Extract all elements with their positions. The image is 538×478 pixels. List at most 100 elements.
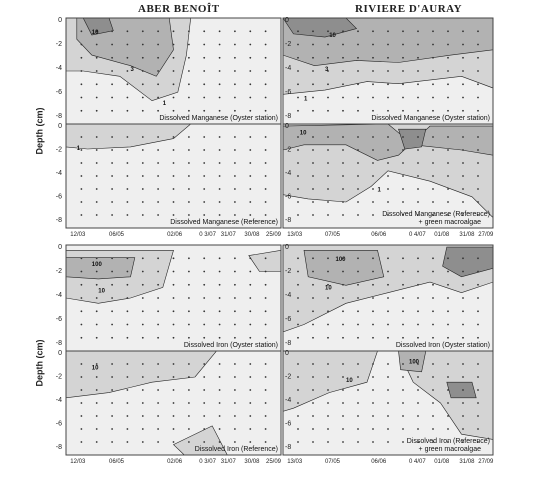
sample-point <box>80 70 83 72</box>
sample-point <box>203 428 206 430</box>
sample-point <box>264 336 267 339</box>
sample-point <box>141 363 144 365</box>
sample-point <box>234 214 236 216</box>
x-tick-label: 12/03 <box>70 232 86 238</box>
sample-point <box>126 30 129 33</box>
sample-point <box>447 43 449 46</box>
sample-point <box>141 70 144 72</box>
x-tick-label: 31/08 <box>459 232 475 238</box>
sample-point <box>432 415 434 417</box>
sample-point <box>126 441 129 443</box>
y-tick-label: 0 <box>58 350 62 357</box>
panel-annotation: Dissolved Manganese (Oyster station) <box>371 115 490 122</box>
sample-point <box>327 43 329 46</box>
sample-point <box>477 283 479 286</box>
sample-point <box>297 310 299 313</box>
contour-region <box>248 249 281 272</box>
sample-point <box>297 109 299 112</box>
sample-point <box>372 323 374 326</box>
y-tick-label: -6 <box>56 194 62 201</box>
sample-point <box>387 310 389 313</box>
contour-region <box>446 381 477 399</box>
sample-point <box>447 310 449 313</box>
sample-point <box>264 96 267 99</box>
sample-point <box>249 188 252 190</box>
sample-point <box>462 441 464 443</box>
x-tick-label: 01/08 <box>434 232 450 238</box>
y-tick-label: -6 <box>285 194 291 201</box>
sample-point <box>172 83 175 86</box>
contour-label: 10 <box>300 130 307 136</box>
sample-point <box>249 214 252 216</box>
sample-point <box>312 402 314 404</box>
sample-point <box>80 336 83 339</box>
sample-point <box>218 415 221 417</box>
sample-point <box>249 43 252 46</box>
sample-point <box>387 96 389 99</box>
sample-point <box>342 109 344 112</box>
contour-region <box>442 246 493 278</box>
sample-point <box>462 43 464 46</box>
sample-point <box>172 214 175 216</box>
sample-point <box>80 214 83 216</box>
sample-point <box>462 136 464 138</box>
sample-point <box>188 389 190 391</box>
sample-point <box>342 363 344 365</box>
sample-point <box>188 162 190 164</box>
sample-point <box>402 363 404 365</box>
sample-point <box>462 214 464 216</box>
sample-point <box>477 83 479 86</box>
y-tick-label: -8 <box>56 444 62 451</box>
sample-point <box>80 136 83 138</box>
sample-point <box>357 363 359 365</box>
sample-point <box>80 270 83 273</box>
sample-point <box>312 297 314 299</box>
sample-point <box>477 297 479 299</box>
y-tick-label: 0 <box>285 350 289 357</box>
sample-point <box>357 188 359 190</box>
sample-point <box>249 201 252 203</box>
x-tick-label: 06/05 <box>109 459 125 465</box>
sample-point <box>126 310 129 313</box>
sample-point <box>141 214 144 216</box>
sample-point <box>203 109 206 112</box>
sample-point <box>234 56 236 59</box>
sample-point <box>387 70 389 72</box>
sample-point <box>264 270 267 273</box>
sample-point <box>126 415 129 417</box>
sample-point <box>95 83 98 86</box>
sample-point <box>218 56 221 59</box>
sample-point <box>234 297 236 299</box>
sample-point <box>402 201 404 203</box>
panel-mn-auray-ref: 10 1 Dissolved Manganese (Reference)+ gree… <box>282 123 494 229</box>
sample-point <box>372 201 374 203</box>
sample-point <box>264 83 267 86</box>
y-tick-label: 0 <box>58 123 62 130</box>
sample-point <box>203 175 206 177</box>
sample-point <box>188 214 190 216</box>
sample-point <box>141 376 144 378</box>
sample-point <box>447 441 449 443</box>
sample-point <box>249 323 252 326</box>
sample-point <box>111 415 113 417</box>
y-tick-label: -6 <box>285 89 291 96</box>
sample-point <box>432 283 434 286</box>
sample-point <box>297 441 299 443</box>
contour-label: 1 <box>378 188 382 194</box>
sample-point <box>477 96 479 99</box>
sample-point <box>402 297 404 299</box>
sample-point <box>203 214 206 216</box>
sample-point <box>387 283 389 286</box>
sample-point <box>372 70 374 72</box>
x-tick-label: 06/06 <box>371 459 387 465</box>
y-tick-label: -2 <box>56 147 62 154</box>
x-tick-label: 25/09 <box>266 232 282 238</box>
sample-point <box>126 257 129 260</box>
panel-annotation: Dissolved Iron (Reference) <box>195 446 278 453</box>
sample-point <box>249 363 252 365</box>
sample-point <box>95 162 98 164</box>
sample-point <box>462 310 464 313</box>
y-tick-label: -8 <box>285 340 291 347</box>
sample-point <box>462 428 464 430</box>
sample-point <box>157 188 160 190</box>
